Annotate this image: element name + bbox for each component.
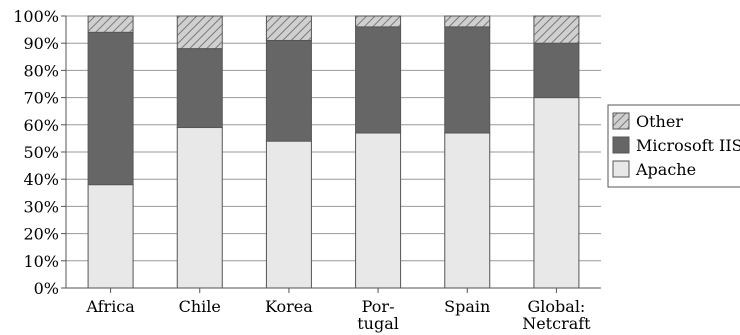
y-tick-label: 10% <box>23 252 59 271</box>
x-tick-label: Global: Netcraft <box>522 297 591 333</box>
bar-segment-apache <box>533 97 580 289</box>
legend-box <box>607 104 740 188</box>
bar-segment-microsoft-iis <box>444 26 491 134</box>
y-tick-label: 50% <box>23 143 59 162</box>
bar-segment-other <box>533 15 580 44</box>
bar-segment-other <box>265 15 312 41</box>
x-tick-label: Por-tugal <box>357 297 399 333</box>
bar-segment-apache <box>176 127 223 289</box>
legend: Other Microsoft IIS Apache <box>607 104 740 188</box>
bar-segment-microsoft-iis <box>355 26 402 134</box>
x-axis-ticks: Africa Chile Korea Por-tugal Spain Global: Net… <box>66 287 601 333</box>
legend-label: Other <box>636 112 683 131</box>
y-tick-label: 20% <box>23 225 59 244</box>
legend-swatch <box>612 160 630 178</box>
bar-segment-other <box>176 15 223 50</box>
bar-segment-apache <box>265 140 312 289</box>
y-tick-label: 30% <box>23 197 59 216</box>
y-tick-label: 100% <box>13 7 59 26</box>
y-axis-ticks: 0% 10% 20% 30% 40% 50% 60% 70% 80% 90% 100% <box>13 7 67 298</box>
legend-label: Microsoft IIS <box>636 136 740 155</box>
x-tick-label: Chile <box>179 297 221 316</box>
y-tick-label: 60% <box>23 116 59 135</box>
bar-segment-apache <box>87 184 134 289</box>
legend-swatch <box>612 136 630 154</box>
y-tick-label: 70% <box>23 89 59 108</box>
gridlines <box>66 15 601 289</box>
y-tick-label: 90% <box>23 34 59 53</box>
x-tick-label: Spain <box>444 297 490 316</box>
x-tick-label: Africa <box>85 297 135 316</box>
bar-segment-other <box>87 15 134 33</box>
bar-segment-apache <box>444 132 491 289</box>
legend-label: Apache <box>635 160 696 179</box>
bar-segment-microsoft-iis <box>265 39 312 142</box>
bars <box>87 15 580 289</box>
bar-segment-other <box>444 15 491 28</box>
y-tick-label: 40% <box>23 170 59 189</box>
x-tick-label: Korea <box>265 297 313 316</box>
y-tick-label: 80% <box>23 61 59 80</box>
bar-segment-other <box>355 15 402 28</box>
bar-segment-apache <box>355 132 402 289</box>
legend-swatch <box>612 112 630 130</box>
y-tick-label: 0% <box>34 279 59 298</box>
bar-segment-microsoft-iis <box>533 42 580 99</box>
bar-segment-microsoft-iis <box>87 31 134 186</box>
bar-segment-microsoft-iis <box>176 48 223 129</box>
